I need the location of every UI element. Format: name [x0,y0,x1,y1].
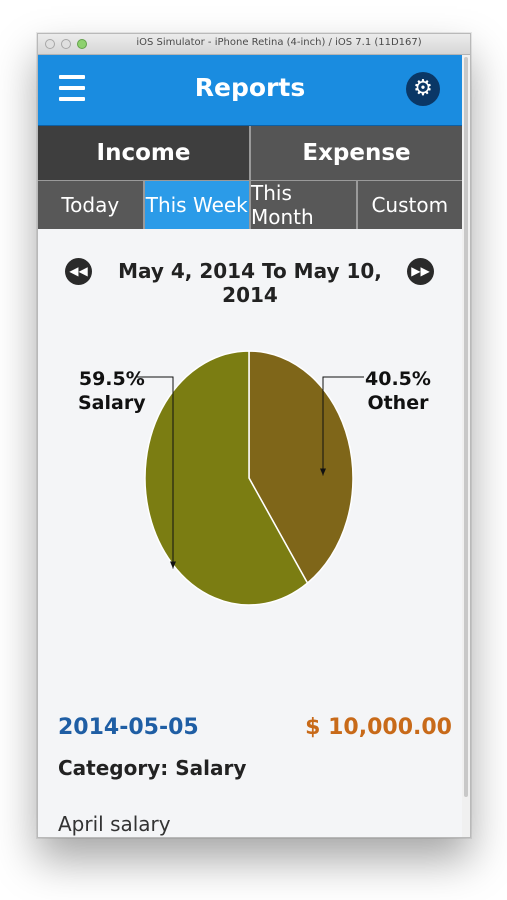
tab-expense[interactable]: Expense [251,126,462,180]
settings-button[interactable]: ⚙ [406,72,440,106]
date-range-label: May 4, 2014 To May 10, 2014 [118,259,382,307]
pie-label-salary: 59.5% Salary [78,367,146,415]
pie-label-salary-name: Salary [78,392,146,414]
tab-this-month[interactable]: This Month [251,181,358,229]
window-titlebar: iOS Simulator - iPhone Retina (4-inch) /… [38,34,470,55]
zoom-window-button[interactable] [77,39,87,49]
leader-line-salary-arrowhead [170,561,176,569]
pie-chart-svg [136,350,364,606]
entry-note: April salary [58,812,171,836]
pie-slice-other [248,350,354,585]
date-range-row: ◀◀ May 4, 2014 To May 10, 2014 ▶▶ [38,255,462,307]
entry-amount: $ 10,000.00 [305,715,452,740]
tab-today[interactable]: Today [38,181,145,229]
close-window-button[interactable] [45,39,55,49]
report-type-tabs: Income Expense [38,126,462,182]
scrollbar-thumb[interactable] [464,57,468,797]
leader-line-other-arrowhead [320,468,326,476]
pie-label-other-name: Other [367,392,429,414]
pie-slice-salary [144,350,309,606]
window-title: iOS Simulator - iPhone Retina (4-inch) /… [136,37,422,48]
minimize-window-button[interactable] [61,39,71,49]
tab-custom[interactable]: Custom [357,181,462,229]
hamburger-menu-icon[interactable] [59,75,85,101]
next-range-button[interactable]: ▶▶ [407,258,434,285]
simulator-window: iOS Simulator - iPhone Retina (4-inch) /… [37,33,471,838]
previous-range-button[interactable]: ◀◀ [65,258,92,285]
rewind-icon: ◀◀ [69,264,88,278]
entry-category: Category: Salary [58,756,247,780]
leader-line-salary [136,376,174,569]
pie-label-salary-percent: 59.5% [78,368,145,390]
leader-line-other [322,376,364,476]
tab-income[interactable]: Income [38,126,251,180]
pie-label-other: 40.5% Other [365,367,431,415]
pie-label-other-percent: 40.5% [365,368,431,390]
app-screen: Reports ⚙ Income Expense Today This Week… [38,55,462,837]
tab-this-week[interactable]: This Week [144,181,251,229]
fast-forward-icon: ▶▶ [411,264,430,278]
period-tabs: Today This Week This Month Custom [38,181,462,229]
vertical-scrollbar[interactable] [462,55,470,837]
page-title: Reports [194,73,306,102]
entry-date: 2014-05-05 [58,715,199,740]
navigation-bar: Reports ⚙ [38,55,462,126]
gear-icon: ⚙ [413,76,433,101]
income-pie-chart: 59.5% Salary 40.5% Other [38,335,462,635]
